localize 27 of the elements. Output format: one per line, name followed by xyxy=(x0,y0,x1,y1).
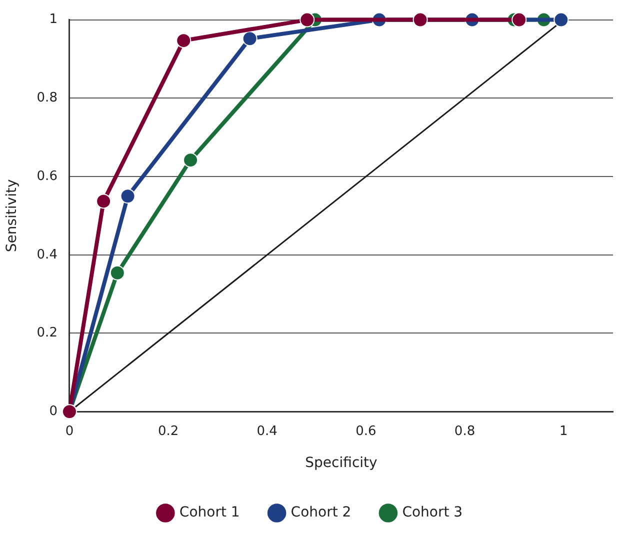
point xyxy=(412,12,428,28)
point xyxy=(183,152,198,168)
point xyxy=(242,31,258,46)
point xyxy=(512,12,527,28)
x-axis-title: Specificity xyxy=(305,455,378,472)
x-tick-label: 0 xyxy=(65,424,74,439)
point xyxy=(96,194,112,209)
x-tick-label: 1 xyxy=(559,424,568,439)
y-tick-label: 0 xyxy=(49,404,58,419)
y-tick-label: 0.8 xyxy=(36,90,58,106)
point xyxy=(120,188,136,204)
x-tick-label: 0.6 xyxy=(356,424,376,439)
point xyxy=(554,12,569,28)
y-tick-label: 0.4 xyxy=(36,247,58,262)
x-tick-label: 0.2 xyxy=(158,424,179,439)
legend-label: Cohort 3 xyxy=(402,504,463,521)
y-tick-label: 1 xyxy=(49,12,58,28)
point xyxy=(110,265,125,280)
y-tick-label: 0.2 xyxy=(36,326,58,341)
x-tick-label: 0.4 xyxy=(256,424,278,439)
point xyxy=(300,12,315,28)
y-axis-title: Sensitivity xyxy=(4,179,20,252)
point xyxy=(176,33,192,48)
x-tick-label: 0.8 xyxy=(454,424,476,439)
y-tick-label: 0.6 xyxy=(36,168,58,184)
legend-label: Cohort 2 xyxy=(290,504,352,521)
legend-label: Cohort 1 xyxy=(179,504,240,521)
